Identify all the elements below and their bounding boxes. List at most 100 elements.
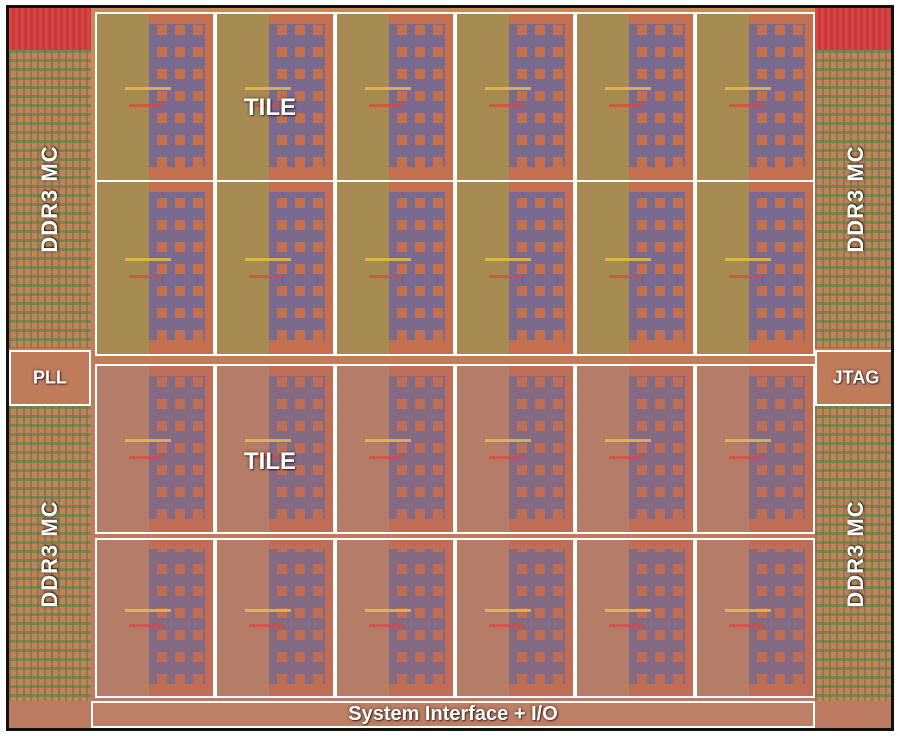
system-interface-bar: System Interface + I/O: [91, 701, 815, 728]
ddr3-mc-bottom-right-label: DDR3 MC: [843, 499, 868, 608]
tile-r3-c6: [695, 364, 815, 534]
tile-r3-c3: [335, 364, 455, 534]
tile-logic: [389, 23, 445, 167]
tile-wire2: [489, 455, 525, 459]
tile-wire2: [729, 274, 765, 278]
tile-wire: [724, 257, 772, 261]
tile-wire2: [129, 103, 165, 107]
right-corner-pad: [815, 8, 891, 50]
tile-wire2: [129, 624, 165, 628]
tile-wire2: [729, 624, 765, 628]
tile-r2-c5: [575, 180, 695, 356]
tile-wire: [364, 608, 412, 612]
ddr3-mc-bottom-right: DDR3 MC: [815, 406, 891, 701]
tile-wire2: [249, 103, 285, 107]
ddr3-mc-bottom-left-label: DDR3 MC: [37, 499, 62, 608]
tile-r1-c6: [695, 12, 815, 182]
tile-wire2: [729, 455, 765, 459]
system-interface-label: System Interface + I/O: [348, 702, 558, 725]
tile-wire: [244, 87, 292, 91]
tile-wire: [364, 87, 412, 91]
tile-wire: [604, 608, 652, 612]
tile-wire: [124, 257, 172, 261]
tile-r2-c1: [95, 180, 215, 356]
tile-wire: [244, 439, 292, 443]
tile-wire2: [489, 274, 525, 278]
tile-r1-c4: [455, 12, 575, 182]
tile-wire: [244, 257, 292, 261]
tile-wire2: [369, 103, 405, 107]
ddr3-mc-top-right-label: DDR3 MC: [843, 145, 868, 253]
tile-wire2: [609, 103, 645, 107]
tile-logic: [389, 192, 445, 341]
tile-r1-c3: [335, 12, 455, 182]
jtag-label: JTAG: [832, 367, 880, 388]
tile-wire2: [249, 455, 285, 459]
tile-logic: [749, 23, 805, 167]
tile-r1-c1: [95, 12, 215, 182]
tile-wire: [124, 439, 172, 443]
tile-wire: [484, 608, 532, 612]
tile-logic: [509, 192, 565, 341]
tile-wire: [484, 87, 532, 91]
tile-logic: [509, 23, 565, 167]
tile-wire: [364, 257, 412, 261]
tile-wire2: [249, 624, 285, 628]
tile-wire: [604, 87, 652, 91]
tile-wire2: [609, 274, 645, 278]
ddr3-mc-top-left-label: DDR3 MC: [37, 145, 62, 253]
tile-logic: [149, 375, 205, 519]
tile-logic: [629, 375, 685, 519]
ddr3-mc-top-right: DDR3 MC: [815, 50, 891, 348]
tile-logic: [389, 549, 445, 684]
tile-label-top: TILE: [244, 94, 296, 121]
tile-r4-c4: [455, 538, 575, 698]
tile-logic: [749, 375, 805, 519]
tile-wire2: [609, 624, 645, 628]
tile-wire: [604, 257, 652, 261]
jtag-block: JTAG: [815, 350, 891, 406]
tile-r1-c2: [215, 12, 335, 182]
tile-r2-c6: [695, 180, 815, 356]
tile-wire2: [609, 455, 645, 459]
tile-r3-c2: [215, 364, 335, 534]
tile-logic: [629, 549, 685, 684]
left-corner-pad: [9, 8, 91, 50]
tile-r4-c1: [95, 538, 215, 698]
tile-logic: [749, 192, 805, 341]
ddr3-mc-bottom-left: DDR3 MC: [9, 406, 91, 701]
tile-wire: [124, 87, 172, 91]
tile-logic: [629, 23, 685, 167]
tile-r2-c3: [335, 180, 455, 356]
tile-label-bottom: TILE: [244, 448, 296, 475]
tile-wire: [124, 608, 172, 612]
tile-r4-c6: [695, 538, 815, 698]
tile-logic: [149, 23, 205, 167]
tile-logic: [269, 23, 325, 167]
tile-logic: [509, 375, 565, 519]
tile-r4-c3: [335, 538, 455, 698]
tile-r3-c4: [455, 364, 575, 534]
tile-logic: [269, 549, 325, 684]
tile-wire2: [489, 103, 525, 107]
tile-wire2: [129, 455, 165, 459]
tile-logic: [269, 192, 325, 341]
tile-wire2: [489, 624, 525, 628]
tile-wire2: [249, 274, 285, 278]
tile-logic: [149, 192, 205, 341]
tile-logic: [389, 375, 445, 519]
tile-wire: [484, 257, 532, 261]
tile-logic: [269, 375, 325, 519]
tile-logic: [149, 549, 205, 684]
tile-wire: [364, 439, 412, 443]
tile-wire2: [369, 455, 405, 459]
tile-wire: [724, 608, 772, 612]
tile-wire: [604, 439, 652, 443]
pll-label: PLL: [33, 367, 67, 388]
tile-r2-c4: [455, 180, 575, 356]
tile-wire: [244, 608, 292, 612]
tile-r3-c1: [95, 364, 215, 534]
tile-wire2: [369, 624, 405, 628]
tile-logic: [749, 549, 805, 684]
tile-r2-c2: [215, 180, 335, 356]
